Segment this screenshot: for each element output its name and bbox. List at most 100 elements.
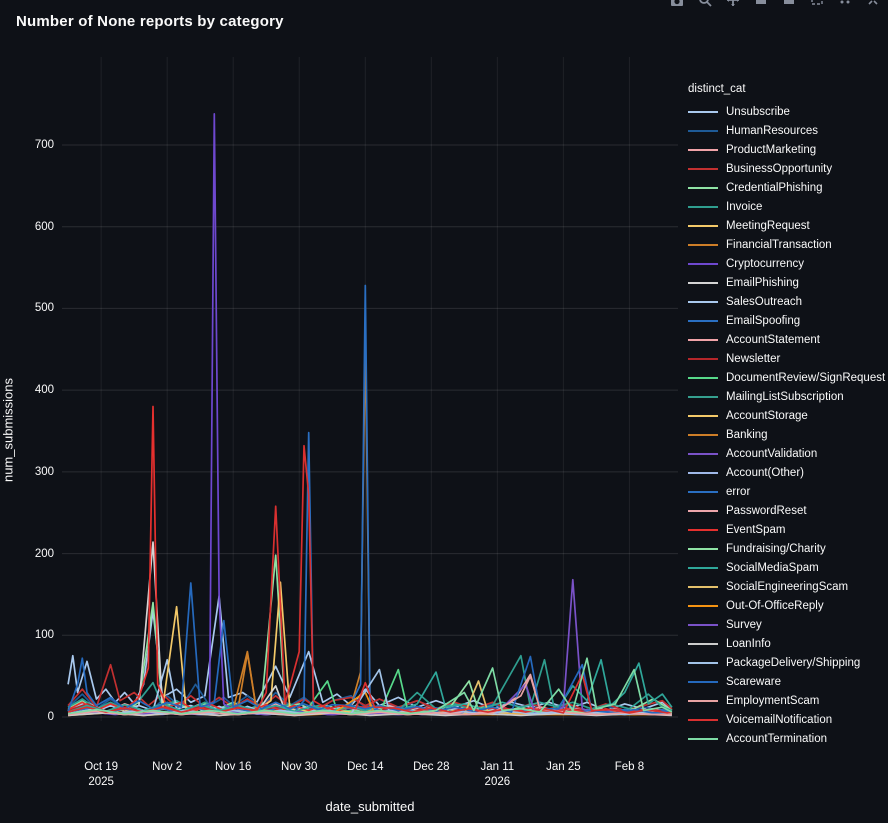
legend-swatch <box>688 585 718 588</box>
legend-item-MailingListSubscription[interactable]: MailingListSubscription <box>688 387 886 406</box>
legend-item-AccountStorage[interactable]: AccountStorage <box>688 406 886 425</box>
legend-swatch <box>688 243 718 246</box>
legend-item-Invoice[interactable]: Invoice <box>688 197 886 216</box>
x-tick-label: Nov 30 <box>281 761 318 773</box>
x-tick-label: Oct 19 2025 <box>84 761 119 788</box>
y-tick-label: 100 <box>34 629 54 642</box>
legend-item-VoicemailNotification[interactable]: VoicemailNotification <box>688 710 886 729</box>
reset-axes-icon[interactable] <box>836 0 854 9</box>
legend-item-error[interactable]: error <box>688 482 886 501</box>
x-tick-label: Feb 8 <box>614 761 645 773</box>
legend-label: HumanResources <box>726 124 819 137</box>
legend-label: Fundraising/Charity <box>726 542 826 555</box>
legend-label: EmailSpoofing <box>726 314 801 327</box>
series-line-Unsubscribe <box>67 595 673 712</box>
legend-swatch <box>688 433 718 436</box>
legend-label: Newsletter <box>726 352 781 365</box>
legend-label: Banking <box>726 428 768 441</box>
legend-swatch <box>688 547 718 550</box>
legend-label: Scareware <box>726 675 781 688</box>
x-tick-label: Dec 14 <box>347 761 384 773</box>
legend-label: MailingListSubscription <box>726 390 844 403</box>
pan-icon[interactable] <box>724 0 742 9</box>
legend-label: VoicemailNotification <box>726 713 833 726</box>
series-line-AccountTermination <box>67 657 673 715</box>
legend-item-Scareware[interactable]: Scareware <box>688 672 886 691</box>
legend-item-BusinessOpportunity[interactable]: BusinessOpportunity <box>688 159 886 178</box>
legend-swatch <box>688 167 718 170</box>
legend-item-SocialMediaSpam[interactable]: SocialMediaSpam <box>688 558 886 577</box>
legend-item-Account(Other)[interactable]: Account(Other) <box>688 463 886 482</box>
legend-item-SocialEngineeringScam[interactable]: SocialEngineeringScam <box>688 577 886 596</box>
fullscreen-icon[interactable] <box>864 0 882 9</box>
y-tick-label: 300 <box>34 465 54 478</box>
legend-label: ProductMarketing <box>726 143 817 156</box>
autoscale-icon[interactable] <box>808 0 826 9</box>
x-tick-label: Jan 11 2026 <box>480 761 515 788</box>
legend-item-Out-Of-OfficeReply[interactable]: Out-Of-OfficeReply <box>688 596 886 615</box>
legend-swatch <box>688 737 718 740</box>
legend-label: Out-Of-OfficeReply <box>726 599 824 612</box>
legend-swatch <box>688 281 718 284</box>
legend-item-MeetingRequest[interactable]: MeetingRequest <box>688 216 886 235</box>
legend-item-Fundraising/Charity[interactable]: Fundraising/Charity <box>688 539 886 558</box>
zoom-in-icon[interactable] <box>752 0 770 9</box>
y-tick-label: 700 <box>34 139 54 151</box>
legend-item-SalesOutreach[interactable]: SalesOutreach <box>688 292 886 311</box>
x-axis-title: date_submitted <box>325 799 415 814</box>
zoom-out-icon[interactable] <box>780 0 798 9</box>
legend-label: SocialEngineeringScam <box>726 580 849 593</box>
legend-label: AccountValidation <box>726 447 818 460</box>
legend-item-PasswordReset[interactable]: PasswordReset <box>688 501 886 520</box>
series-line-VoicemailNotification <box>67 444 673 714</box>
legend-item-AccountStatement[interactable]: AccountStatement <box>688 330 886 349</box>
legend-swatch <box>688 680 718 683</box>
legend-item-EmploymentScam[interactable]: EmploymentScam <box>688 691 886 710</box>
legend-swatch <box>688 604 718 607</box>
legend-swatch <box>688 110 718 113</box>
legend-item-AccountTermination[interactable]: AccountTermination <box>688 729 886 748</box>
legend-label: BusinessOpportunity <box>726 162 833 175</box>
legend-swatch <box>688 186 718 189</box>
legend-item-AccountValidation[interactable]: AccountValidation <box>688 444 886 463</box>
zoom-icon[interactable] <box>696 0 714 9</box>
legend-swatch <box>688 509 718 512</box>
legend-item-EmailSpoofing[interactable]: EmailSpoofing <box>688 311 886 330</box>
legend-swatch <box>688 566 718 569</box>
legend-item-Newsletter[interactable]: Newsletter <box>688 349 886 368</box>
legend-label: Survey <box>726 618 762 631</box>
legend-item-Banking[interactable]: Banking <box>688 425 886 444</box>
legend-swatch <box>688 300 718 303</box>
legend-item-HumanResources[interactable]: HumanResources <box>688 121 886 140</box>
legend: distinct_cat Unsubscribe HumanResources Pr… <box>688 83 886 748</box>
legend-item-CredentialPhishing[interactable]: CredentialPhishing <box>688 178 886 197</box>
legend-swatch <box>688 338 718 341</box>
legend-label: AccountStatement <box>726 333 820 346</box>
legend-label: Invoice <box>726 200 763 213</box>
download-plot-icon[interactable] <box>668 0 686 9</box>
legend-swatch <box>688 205 718 208</box>
legend-swatch <box>688 262 718 265</box>
legend-item-Unsubscribe[interactable]: Unsubscribe <box>688 102 886 121</box>
legend-item-Survey[interactable]: Survey <box>688 615 886 634</box>
legend-item-Cryptocurrency[interactable]: Cryptocurrency <box>688 254 886 273</box>
legend-label: SocialMediaSpam <box>726 561 819 574</box>
legend-item-DocumentReview/SignRequest[interactable]: DocumentReview/SignRequest <box>688 368 886 387</box>
legend-item-LoanInfo[interactable]: LoanInfo <box>688 634 886 653</box>
legend-swatch <box>688 395 718 398</box>
legend-item-FinancialTransaction[interactable]: FinancialTransaction <box>688 235 886 254</box>
legend-item-EventSpam[interactable]: EventSpam <box>688 520 886 539</box>
legend-swatch <box>688 319 718 322</box>
legend-label: PackageDelivery/Shipping <box>726 656 861 669</box>
legend-swatch <box>688 471 718 474</box>
legend-label: error <box>726 485 751 498</box>
legend-item-EmailPhishing[interactable]: EmailPhishing <box>688 273 886 292</box>
legend-item-PackageDelivery/Shipping[interactable]: PackageDelivery/Shipping <box>688 653 886 672</box>
legend-swatch <box>688 376 718 379</box>
legend-label: Cryptocurrency <box>726 257 804 270</box>
series-line-Cryptocurrency <box>68 113 672 716</box>
legend-label: EmailPhishing <box>726 276 799 289</box>
legend-item-ProductMarketing[interactable]: ProductMarketing <box>688 140 886 159</box>
